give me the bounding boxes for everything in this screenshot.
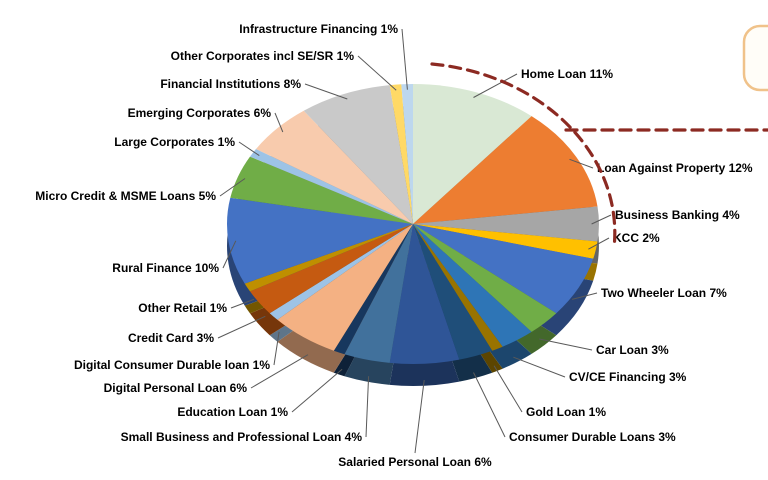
leader-line-small-business-and-professional-loan — [365, 376, 370, 438]
pie-slice-other-retail — [244, 224, 413, 292]
leader-line-consumer-durable-loans — [473, 372, 506, 438]
pie-slice-cv-ce-financing — [413, 224, 532, 347]
slice-label-digital-consumer-durable-loan: Digital Consumer Durable loan 1% — [74, 358, 270, 372]
pie-slice-infrastructure-financing — [401, 84, 413, 224]
pie-slice-business-banking — [413, 206, 599, 242]
leader-line-two-wheeler-loan — [571, 292, 598, 300]
pie-slice-digital-consumer-durable-loan — [269, 224, 413, 320]
leader-line-gold-loan — [493, 365, 523, 413]
slice-label-business-banking: Business Banking 4% — [615, 208, 740, 222]
slice-label-cv-ce-financing: CV/CE Financing 3% — [569, 370, 687, 384]
leader-line-credit-card — [217, 315, 266, 339]
leader-line-cv-ce-financing — [513, 356, 566, 378]
leader-line-emerging-corporates — [274, 112, 284, 133]
leader-line-salaried-personal-loan — [414, 380, 425, 454]
leader-line-car-loan — [539, 338, 593, 351]
retail-highlight-dashed-arc — [430, 62, 617, 250]
leader-line-micro-credit-msme-loans — [219, 178, 246, 197]
leader-line-large-corporates — [238, 141, 260, 157]
slice-label-gold-loan: Gold Loan 1% — [526, 405, 606, 419]
pie-slice-large-corporates — [250, 149, 413, 224]
slice-label-consumer-durable-loans: Consumer Durable Loans 3% — [509, 430, 676, 444]
slice-label-credit-card: Credit Card 3% — [128, 331, 214, 345]
slice-label-car-loan: Car Loan 3% — [596, 343, 669, 357]
pie-slice-digital-personal-loan — [277, 224, 413, 351]
pie-slice-consumer-durable-loans — [413, 224, 493, 360]
slice-label-financial-institutions: Financial Institutions 8% — [160, 77, 301, 91]
slice-label-large-corporates: Large Corporates 1% — [114, 135, 235, 149]
slice-label-loan-against-property: Loan Against Property 12% — [597, 161, 753, 175]
leader-line-financial-institutions — [304, 83, 348, 100]
pie-slice-emerging-corporates — [256, 110, 413, 224]
pie-slice-loan-against-property — [413, 116, 598, 224]
slice-label-small-business-and-professional-loan: Small Business and Professional Loan 4% — [121, 430, 363, 444]
leader-line-digital-personal-loan — [250, 354, 309, 389]
leader-line-kcc — [588, 237, 610, 250]
pie-slice-other-corporates-incl-se-sr — [389, 84, 413, 224]
callout-box-partial — [742, 24, 768, 92]
pie-slice-salaried-personal-loan — [389, 224, 460, 365]
leader-line-loan-against-property — [569, 158, 594, 169]
pie-slice-rural-finance — [227, 197, 413, 284]
slice-label-salaried-personal-loan: Salaried Personal Loan 6% — [338, 455, 492, 469]
slice-label-digital-personal-loan: Digital Personal Loan 6% — [104, 381, 248, 395]
pie-slice-micro-credit-msme-loans — [230, 156, 413, 224]
leader-line-education-loan — [291, 368, 343, 413]
leader-line-digital-consumer-durable-loan — [273, 331, 280, 366]
pie-slice-gold-loan — [413, 224, 503, 351]
slice-label-infrastructure-financing: Infrastructure Financing 1% — [239, 22, 398, 36]
pie-slice-education-loan — [333, 224, 413, 355]
slice-label-kcc: KCC 2% — [613, 231, 660, 245]
leader-line-rural-finance — [222, 240, 237, 269]
pie-slices — [227, 83, 599, 365]
slice-label-rural-finance: Rural Finance 10% — [112, 261, 219, 275]
slice-labels: Home Loan 11% Loan Against Property 12% Bu… — [35, 22, 753, 469]
slice-label-home-loan: Home Loan 11% — [521, 67, 613, 81]
leader-line-home-loan — [473, 73, 518, 98]
slice-label-other-retail: Other Retail 1% — [138, 301, 227, 315]
label-leader-lines — [217, 28, 612, 454]
leader-line-infrastructure-financing — [401, 28, 408, 90]
slice-label-two-wheeler-loan: Two Wheeler Loan 7% — [601, 286, 727, 300]
pie-slice-kcc — [413, 224, 598, 259]
pie-slice-small-business-and-professional-loan — [344, 224, 413, 363]
pie-slice-financial-institutions — [303, 85, 413, 224]
pie-slice-two-wheeler-loan — [413, 224, 594, 314]
pie-slice-home-loan — [413, 83, 532, 224]
leader-line-other-corporates-incl-se-sr — [357, 55, 397, 91]
leader-line-other-retail — [230, 298, 255, 309]
slice-label-other-corporates-incl-se-sr: Other Corporates incl SE/SR 1% — [171, 49, 355, 63]
pie-slice-car-loan — [413, 224, 557, 332]
slice-label-emerging-corporates: Emerging Corporates 6% — [128, 106, 272, 120]
pie-slice-credit-card — [250, 224, 413, 314]
slice-label-micro-credit-msme-loans: Micro Credit & MSME Loans 5% — [35, 189, 216, 203]
slice-label-education-loan: Education Loan 1% — [177, 405, 288, 419]
leader-line-business-banking — [591, 214, 612, 225]
